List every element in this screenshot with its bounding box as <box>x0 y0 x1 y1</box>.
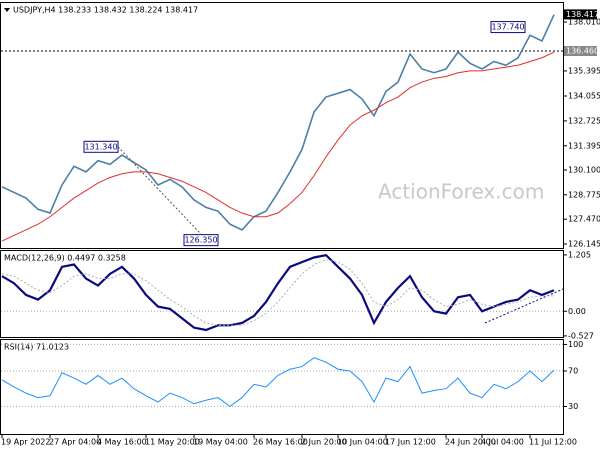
series-line <box>1 253 555 332</box>
annotation-box <box>183 234 219 247</box>
y-tick-label: -0.527 <box>568 331 594 340</box>
price-label-box <box>564 46 597 57</box>
chart-title: USDJPY,H4 138.233 138.432 138.224 138.41… <box>13 6 198 15</box>
price-label: 136.460 <box>566 47 599 56</box>
price-label-box <box>564 9 597 20</box>
x-tick-label: 19 May 04:00 <box>193 438 248 447</box>
rsi-panel <box>0 339 564 435</box>
x-tick-label: 17 Jun 12:00 <box>385 438 436 447</box>
watermark: ActionForex.com <box>378 180 544 204</box>
x-tick-label: 19 Apr 2022 <box>1 438 50 447</box>
y-tick-label: 131.395 <box>568 141 600 150</box>
x-tick-label: 2 Jun 20:00 <box>301 438 347 447</box>
x-tick-label: 24 Jun 20:00 <box>445 438 496 447</box>
y-tick-label: 134.055 <box>568 92 600 101</box>
x-tick-label: 10 Jun 04:00 <box>337 438 388 447</box>
y-tick-label: 138.010 <box>568 18 600 27</box>
y-tick-label: 128.775 <box>568 190 600 199</box>
annotation-label: 137.740 <box>491 23 524 32</box>
x-tick-label: 27 Apr 04:00 <box>49 438 101 447</box>
annotation-label: 131.340 <box>84 142 117 151</box>
y-tick-label: 100 <box>568 340 583 349</box>
y-tick-label: 30 <box>568 402 578 411</box>
price-panel <box>0 2 564 249</box>
y-tick-label: 127.470 <box>568 215 600 224</box>
y-tick-label: 1.205 <box>568 250 591 259</box>
series-line <box>1 14 555 231</box>
title-icon <box>4 8 10 12</box>
price-trendline <box>117 146 202 235</box>
y-tick-label: 126.145 <box>568 239 600 248</box>
y-tick-label: 70 <box>568 367 578 376</box>
annotation-label: 126.350 <box>184 236 217 245</box>
x-tick-label: 4 May 16:00 <box>97 438 147 447</box>
y-tick-label: 135.395 <box>568 66 600 75</box>
x-tick-label: 4 Jul 04:00 <box>481 438 524 447</box>
indicator-title: RSI(14) 71.0123 <box>4 343 69 352</box>
x-tick-label: 26 May 16:00 <box>253 438 308 447</box>
indicator-title: MACD(12,26,9) 0.4497 0.3258 <box>4 254 126 263</box>
x-tick-label: 11 Jul 12:00 <box>529 438 577 447</box>
macd-panel <box>0 250 564 338</box>
x-tick-label: 11 May 20:00 <box>145 438 200 447</box>
y-tick-label: 130.100 <box>568 165 600 174</box>
annotation-box <box>490 21 526 34</box>
series-line <box>1 357 555 408</box>
y-tick-label: 0.00 <box>568 307 586 316</box>
price-label: 138.417 <box>566 10 599 19</box>
y-tick-label: 132.725 <box>568 116 600 125</box>
series-line <box>1 51 555 242</box>
